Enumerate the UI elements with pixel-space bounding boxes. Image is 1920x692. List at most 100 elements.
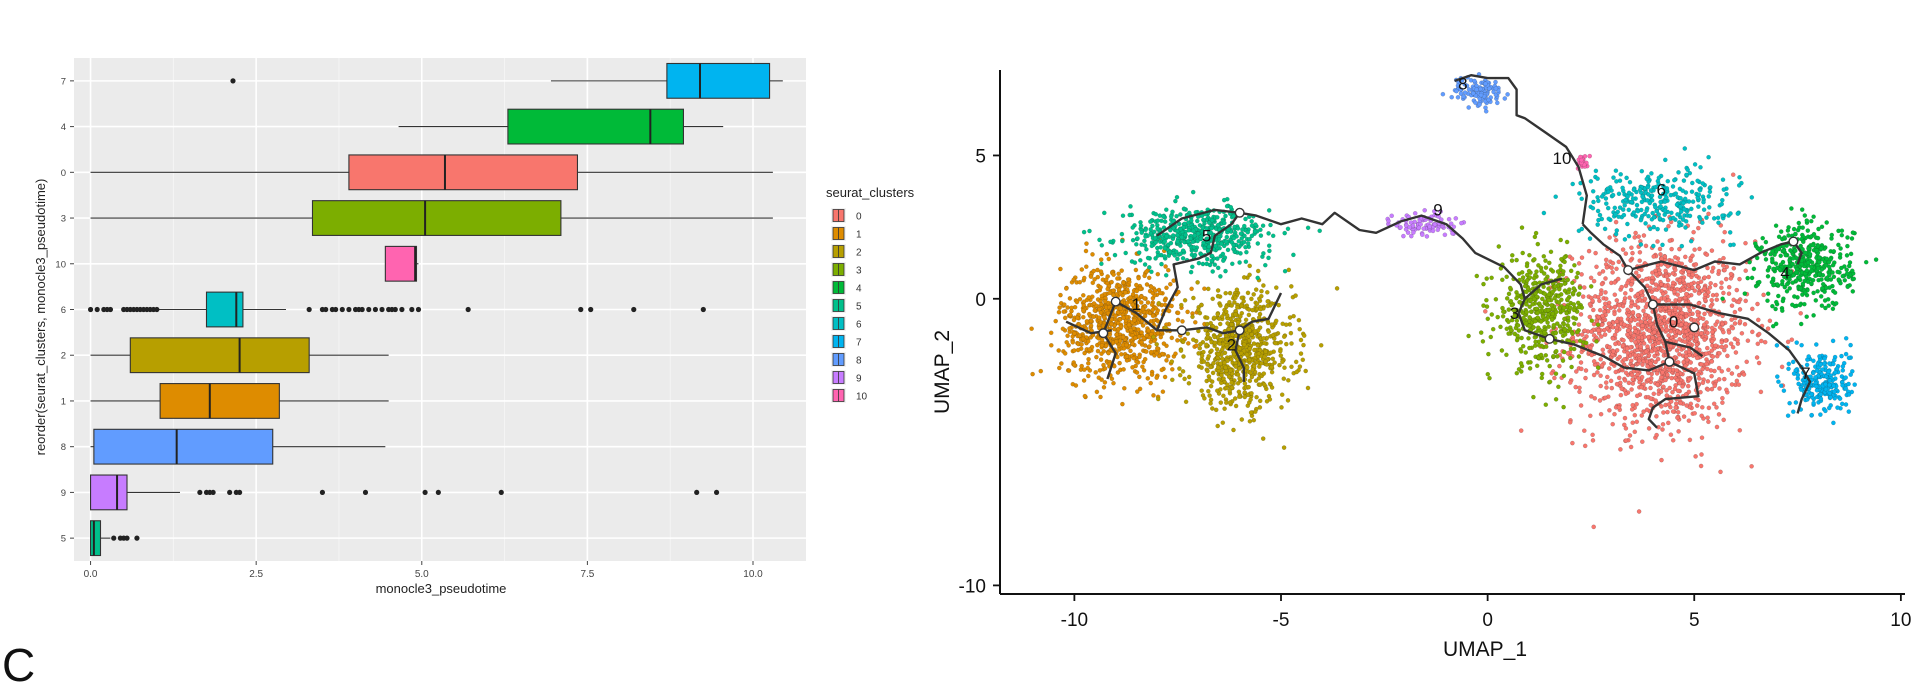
- cell-point: [1140, 331, 1144, 335]
- cell-point: [1762, 293, 1766, 297]
- cell-point: [1614, 220, 1618, 224]
- cell-point: [1730, 382, 1734, 386]
- cell-point: [1252, 292, 1256, 296]
- cell-point: [1258, 383, 1262, 387]
- cell-point: [1113, 253, 1117, 257]
- cell-point: [1635, 203, 1639, 207]
- outlier-point: [346, 307, 351, 312]
- cell-point: [1720, 401, 1724, 405]
- cell-point: [1246, 230, 1250, 234]
- cell-point: [1226, 248, 1230, 252]
- cell-point: [1225, 235, 1229, 239]
- cell-point: [1694, 262, 1698, 266]
- cell-point: [1210, 406, 1214, 410]
- cell-point: [1173, 199, 1177, 203]
- cell-point: [1634, 329, 1638, 333]
- cell-point: [1617, 376, 1621, 380]
- cell-point: [1680, 384, 1684, 388]
- cell-point: [1106, 274, 1110, 278]
- cell-point: [1220, 357, 1224, 361]
- cell-point: [1670, 390, 1674, 394]
- cell-point: [1708, 185, 1712, 189]
- cell-point: [1568, 420, 1572, 424]
- cell-point: [1591, 308, 1595, 312]
- cell-point: [1170, 336, 1174, 340]
- cell-point: [1706, 379, 1710, 383]
- cell-point: [1617, 405, 1621, 409]
- cell-point: [1267, 330, 1271, 334]
- cell-point: [1567, 290, 1571, 294]
- outlier-point: [211, 490, 216, 495]
- outlier-point: [466, 307, 471, 312]
- legend-label: 2: [856, 248, 862, 259]
- cell-point: [1215, 215, 1219, 219]
- cell-point: [1554, 310, 1558, 314]
- cell-point: [1801, 240, 1805, 244]
- cell-point: [1615, 348, 1619, 352]
- cell-point: [1221, 259, 1225, 263]
- cell-point: [1159, 245, 1163, 249]
- cell-point: [1648, 339, 1652, 343]
- cell-point: [1248, 419, 1252, 423]
- cell-point: [1081, 337, 1085, 341]
- cell-point: [1128, 213, 1132, 217]
- cell-point: [1218, 338, 1222, 342]
- cell-point: [1566, 323, 1570, 327]
- cell-point: [1624, 392, 1628, 396]
- cell-point: [1714, 323, 1718, 327]
- cell-point: [1636, 292, 1640, 296]
- cell-point: [1538, 304, 1542, 308]
- cell-point: [1604, 297, 1608, 301]
- cell-point: [1102, 349, 1106, 353]
- cell-point: [1068, 296, 1072, 300]
- cell-point: [1097, 316, 1101, 320]
- cell-point: [1610, 266, 1614, 270]
- cell-point: [1756, 342, 1760, 346]
- cell-point: [1558, 264, 1562, 268]
- cell-point: [1639, 385, 1643, 389]
- cell-point: [1563, 255, 1567, 259]
- cell-point: [1094, 370, 1098, 374]
- cell-point: [1718, 470, 1722, 474]
- cell-point: [1100, 243, 1104, 247]
- cell-point: [1109, 322, 1113, 326]
- cell-point: [1218, 303, 1222, 307]
- cell-point: [1644, 221, 1648, 225]
- cell-point: [1743, 292, 1747, 296]
- cell-point: [1128, 349, 1132, 353]
- cell-point: [1696, 285, 1700, 289]
- cell-point: [1078, 333, 1082, 337]
- cell-point: [1675, 378, 1679, 382]
- cell-point: [1546, 308, 1550, 312]
- cell-point: [1099, 285, 1103, 289]
- cell-point: [1655, 382, 1659, 386]
- cell-point: [1834, 301, 1838, 305]
- cell-point: [1613, 333, 1617, 337]
- cell-point: [1515, 334, 1519, 338]
- cell-point: [1548, 380, 1552, 384]
- cell-point: [1524, 290, 1528, 294]
- cell-point: [1738, 319, 1742, 323]
- cell-point: [1808, 252, 1812, 256]
- cell-point: [1505, 296, 1509, 300]
- cell-point: [1694, 333, 1698, 337]
- cell-point: [1261, 251, 1265, 255]
- cell-point: [1672, 178, 1676, 182]
- cell-point: [1600, 323, 1604, 327]
- cell-point: [1825, 257, 1829, 261]
- cell-point: [1777, 235, 1781, 239]
- cell-point: [1247, 385, 1251, 389]
- cell-point: [1220, 314, 1224, 318]
- cell-point: [1750, 330, 1754, 334]
- cell-point: [1774, 262, 1778, 266]
- cell-point: [1619, 317, 1623, 321]
- cell-point: [1232, 236, 1236, 240]
- cell-point: [1178, 212, 1182, 216]
- cell-point: [1294, 360, 1298, 364]
- cell-point: [1248, 328, 1252, 332]
- cell-point: [1202, 287, 1206, 291]
- cell-point: [1221, 394, 1225, 398]
- cell-point: [1622, 357, 1626, 361]
- cell-point: [1144, 270, 1148, 274]
- cell-point: [1674, 192, 1678, 196]
